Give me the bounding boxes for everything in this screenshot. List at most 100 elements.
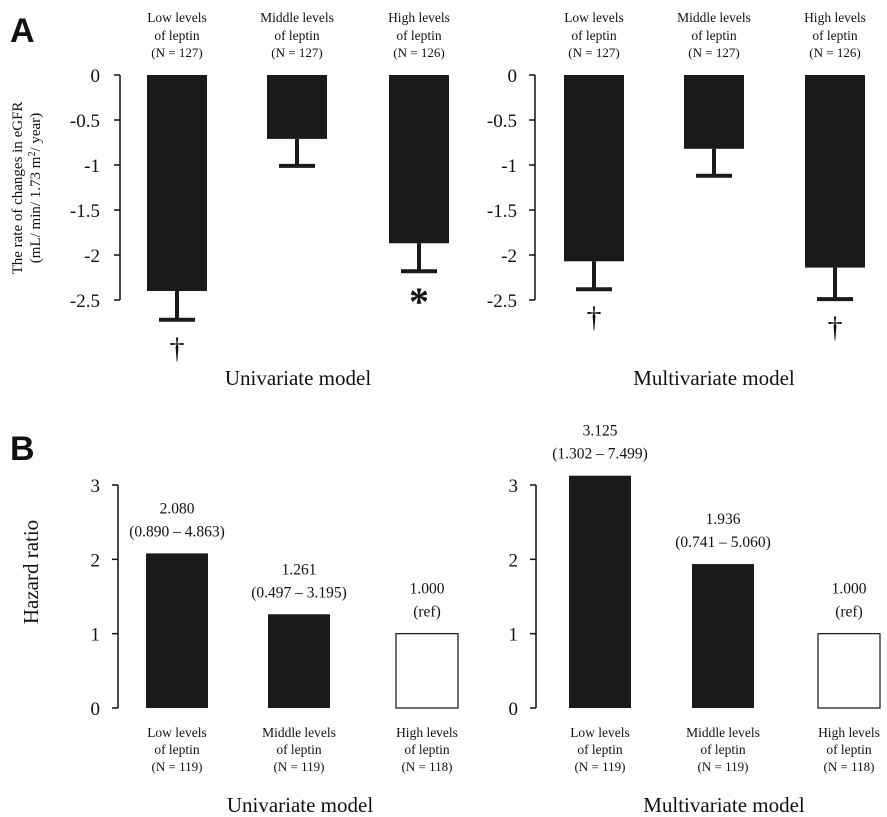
- category-label-line1: Middle levels: [677, 10, 751, 25]
- y-tick-label: 0: [91, 66, 101, 87]
- category-label-line1: Low levels: [147, 10, 207, 25]
- category-n-label: (N = 118): [402, 759, 453, 774]
- category-label-line2: of leptin: [404, 742, 450, 757]
- panel-a-ylabel: The rate of changes in eGFR (mL/ min/ 1.…: [10, 102, 44, 275]
- y-tick-label: 0: [91, 699, 101, 720]
- significance-dagger: †: [828, 311, 843, 344]
- ci-label: (ref): [413, 604, 441, 621]
- category-label-line1: Low levels: [564, 10, 624, 25]
- y-tick-label: -2.5: [487, 291, 517, 312]
- charts-container: 0 -0.5 -1 -1.5 -2 -2.5 † Low levels of leptin (N …: [70, 10, 881, 817]
- category-label-line1: High levels: [818, 725, 880, 740]
- chart-3-hazard: 0 1 2 3 2.080 (0.890 – 4.863) Low levels of lep…: [91, 476, 459, 817]
- y-tick-label: 3: [91, 476, 101, 497]
- category-label-line1: High levels: [804, 10, 866, 25]
- bar-1: [569, 475, 631, 708]
- category-label-line2: of leptin: [571, 28, 617, 43]
- category-label-line1: Middle levels: [260, 10, 334, 25]
- ci-label: (0.497 – 3.195): [251, 584, 347, 601]
- category-label-line2: of leptin: [577, 742, 623, 757]
- bar-2: [267, 75, 327, 139]
- panel-a-ylabel-sup: 2: [27, 152, 38, 157]
- panel-b-ylabel: Hazard ratio: [19, 520, 43, 624]
- category-label-line2: of leptin: [274, 28, 320, 43]
- category-label-line2: of leptin: [812, 28, 858, 43]
- significance-dagger: †: [170, 332, 185, 365]
- chart-title: Multivariate model: [643, 793, 805, 817]
- ci-label: (0.890 – 4.863): [129, 523, 225, 540]
- panel-b-label: B: [10, 430, 35, 468]
- category-n-label: (N = 119): [575, 759, 626, 774]
- y-tick-label: -2.5: [70, 291, 100, 312]
- category-label-line2: of leptin: [276, 742, 322, 757]
- category-label-line1: Middle levels: [686, 725, 760, 740]
- bar-1: [147, 75, 207, 291]
- ci-label: (ref): [835, 604, 863, 621]
- panel-a-ylabel-line2: (mL/ min/ 1.73 m2/ year): [27, 113, 45, 263]
- chart-title: Multivariate model: [633, 366, 795, 390]
- category-label-line1: Low levels: [570, 725, 630, 740]
- value-label: 1.261: [282, 561, 317, 578]
- category-n-label: (N = 126): [393, 45, 444, 60]
- y-tick-label: -0.5: [487, 111, 517, 132]
- bar-1: [146, 553, 208, 708]
- chart-4-hazard: 0 1 2 3 3.125 (1.302 – 7.499) Low levels of lep…: [509, 423, 881, 817]
- category-n-label: (N = 127): [568, 45, 619, 60]
- category-label-line2: of leptin: [700, 742, 746, 757]
- bar-2: [684, 75, 744, 149]
- category-n-label: (N = 119): [698, 759, 749, 774]
- ci-label: (1.302 – 7.499): [552, 446, 648, 463]
- panel-a-ylabel-line2-start: (mL/ min/ 1.73 m: [28, 156, 44, 263]
- category-n-label: (N = 118): [824, 759, 875, 774]
- category-label-line2: of leptin: [396, 28, 442, 43]
- y-tick-label: 0: [509, 699, 519, 720]
- bar-3: [805, 75, 865, 268]
- panel-a-label: A: [10, 12, 35, 50]
- value-label: 3.125: [583, 423, 618, 440]
- bar-3: [389, 75, 449, 244]
- category-n-label: (N = 126): [809, 45, 860, 60]
- bar-2: [268, 614, 330, 708]
- category-label-line1: Low levels: [147, 725, 207, 740]
- chart-1-egfr: 0 -0.5 -1 -1.5 -2 -2.5 † Low levels of leptin (N …: [70, 10, 450, 390]
- category-label-line1: High levels: [388, 10, 450, 25]
- bar-3: [395, 633, 459, 709]
- bar-3: [817, 633, 881, 709]
- y-tick-label: 2: [509, 550, 519, 571]
- value-label: 1.000: [410, 581, 445, 598]
- category-label-line1: High levels: [396, 725, 458, 740]
- y-tick-label: -2: [501, 246, 517, 267]
- y-tick-label: -2: [84, 246, 100, 267]
- category-n-label: (N = 127): [271, 45, 322, 60]
- chart-title: Univariate model: [225, 366, 372, 390]
- category-n-label: (N = 119): [152, 759, 203, 774]
- chart-title: Univariate model: [227, 793, 374, 817]
- category-label-line1: Middle levels: [262, 725, 336, 740]
- significance-dagger: †: [587, 301, 602, 334]
- category-label-line2: of leptin: [826, 742, 872, 757]
- bar-2: [692, 564, 754, 708]
- y-tick-label: -1.5: [487, 201, 517, 222]
- category-label-line2: of leptin: [154, 742, 200, 757]
- significance-asterisk: *: [409, 279, 429, 324]
- category-label-line2: of leptin: [154, 28, 200, 43]
- y-tick-label: 1: [509, 625, 519, 646]
- category-n-label: (N = 127): [688, 45, 739, 60]
- bar-1: [564, 75, 624, 262]
- value-label: 1.000: [832, 581, 867, 598]
- y-tick-label: 2: [91, 550, 101, 571]
- panel-a-ylabel-line2-end: / year): [28, 113, 44, 152]
- y-tick-label: -1.5: [70, 201, 100, 222]
- y-tick-label: 0: [508, 66, 518, 87]
- category-n-label: (N = 119): [274, 759, 325, 774]
- ci-label: (0.741 – 5.060): [675, 534, 771, 551]
- chart-2-egfr: 0 -0.5 -1 -1.5 -2 -2.5 † Low levels of leptin (N …: [487, 10, 866, 390]
- y-tick-label: -1: [84, 156, 100, 177]
- y-tick-label: 3: [509, 476, 519, 497]
- y-tick-label: -1: [501, 156, 517, 177]
- category-n-label: (N = 127): [151, 45, 202, 60]
- value-label: 2.080: [160, 500, 195, 517]
- panel-a-ylabel-line1: The rate of changes in eGFR: [10, 102, 26, 275]
- category-label-line2: of leptin: [691, 28, 737, 43]
